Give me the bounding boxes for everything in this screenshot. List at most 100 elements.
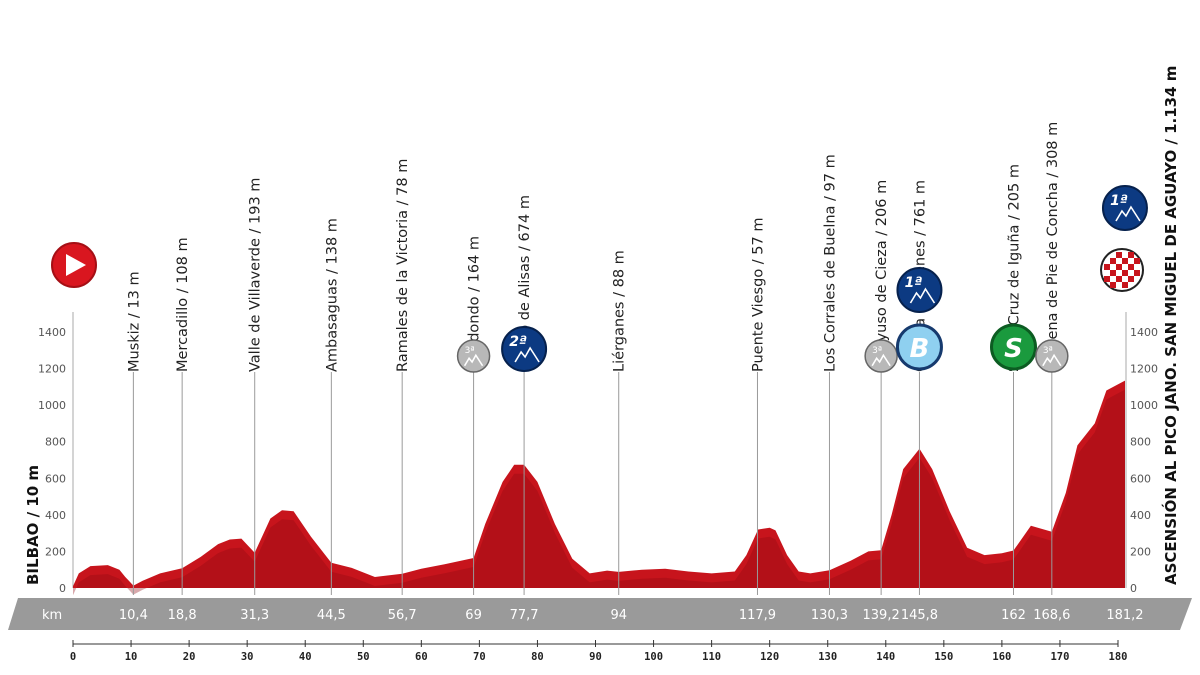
waypoint-label: Bárcena de Pie de Concha / 308 m (1045, 122, 1061, 372)
cat2-climb-marker: 2ª (501, 326, 548, 372)
sprint-circle (990, 323, 1037, 371)
cat3-text: 3ª (1043, 346, 1053, 356)
checker-square (1110, 258, 1116, 264)
km-band-label: km (42, 608, 62, 623)
cat3-climb-marker: 3ª (456, 339, 491, 373)
bonus-circle (895, 323, 943, 371)
x-tick-label: 70 (473, 651, 486, 663)
bonus-sprint-marker: B (895, 323, 943, 371)
km-value: 139,2 (863, 608, 900, 623)
mountain-icon (1042, 353, 1062, 367)
profile-shade (73, 389, 1125, 596)
x-tick-label: 160 (992, 651, 1011, 663)
cat3-circle (456, 339, 491, 373)
cat1-circle (896, 267, 943, 313)
waypoint-label: Puente Viesgo / 57 m (750, 218, 766, 372)
x-tick-label: 130 (818, 651, 837, 663)
checker-square (1122, 270, 1128, 276)
checker-square (1134, 270, 1140, 276)
waypoint-label: Los Corrales de Buelna / 97 m (822, 154, 838, 372)
checker-square (1128, 276, 1134, 282)
cat3-text: 3ª (465, 346, 475, 356)
x-tick-label: 0 (70, 651, 76, 663)
x-tick-label: 50 (357, 651, 370, 663)
y-tick-label-left: 1000 (38, 399, 66, 412)
x-tick-label: 180 (1109, 651, 1128, 663)
y-tick-label-right: 600 (1130, 472, 1151, 485)
cat3-text: 3ª (872, 346, 882, 356)
finish-marker (1100, 248, 1144, 292)
cat1-climb-marker: 1ª (1101, 185, 1148, 231)
y-tick-label-right: 800 (1130, 436, 1151, 449)
checker-square (1110, 270, 1116, 276)
km-value: 56,7 (388, 608, 417, 623)
cat1-circle (1101, 185, 1148, 231)
x-tick-label: 40 (299, 651, 312, 663)
cat2-text: 2ª (509, 334, 527, 350)
y-tick-label-right: 1200 (1130, 363, 1158, 376)
sprint-text: S (1004, 334, 1023, 364)
y-tick-label-left: 400 (45, 509, 66, 522)
km-value: 77,7 (510, 608, 539, 623)
x-tick-label: 100 (644, 651, 663, 663)
y-tick-label-left: 200 (45, 545, 66, 558)
x-tick-label: 10 (125, 651, 138, 663)
waypoint-label: Santa Cruz de Iguña / 205 m (1007, 164, 1023, 372)
y-tick-label-left: 600 (45, 472, 66, 485)
km-value: 168,6 (1033, 608, 1070, 623)
checker-square (1116, 264, 1122, 270)
km-value: 94 (610, 608, 627, 623)
mountain-icon (463, 353, 484, 367)
km-value: 145,8 (901, 608, 938, 623)
finish-label: ASCENSIÓN AL PICO JANO. SAN MIGUEL DE AG… (1161, 66, 1180, 585)
bonus-text: B (910, 334, 930, 364)
waypoint-label: Mercadillo / 108 m (175, 237, 191, 372)
x-tick-label: 140 (876, 651, 895, 663)
y-tick-label-left: 1200 (38, 363, 66, 376)
waypoint-label: Muskiz / 13 m (126, 271, 142, 372)
checker-square (1128, 252, 1134, 258)
checker-square (1122, 258, 1128, 264)
x-tick-label: 30 (241, 651, 254, 663)
checker-square (1110, 282, 1116, 288)
cat1-text: 1ª (1110, 193, 1128, 209)
mountain-icon (909, 287, 936, 304)
y-tick-label-right: 200 (1130, 545, 1151, 558)
km-band (8, 598, 1192, 630)
mountain-icon (1115, 205, 1141, 222)
sprint-marker: S (990, 323, 1037, 371)
waypoint-label: Villayuso de Cieza / 206 m (874, 180, 890, 372)
y-tick-label-right: 1000 (1130, 399, 1158, 412)
x-tick-label: 110 (702, 651, 721, 663)
checker-square (1116, 276, 1122, 282)
x-tick-label: 80 (531, 651, 544, 663)
km-value: 181,2 (1106, 608, 1143, 623)
y-tick-label-right: 0 (1130, 582, 1137, 595)
mountain-icon (514, 346, 540, 363)
profile-area (73, 380, 1125, 588)
checker-square (1104, 264, 1110, 270)
play-icon (66, 254, 86, 276)
checker-square (1116, 252, 1122, 258)
waypoint-label: Ambasaguas / 138 m (324, 218, 340, 372)
waypoint-label: Valle de Villaverde / 193 m (248, 178, 264, 372)
cat3-climb-marker: 3ª (864, 339, 898, 373)
x-tick-label: 120 (760, 651, 779, 663)
km-value: 44,5 (317, 608, 346, 623)
km-value: 31,3 (240, 608, 269, 623)
y-tick-label-right: 1400 (1130, 326, 1158, 339)
checker-square (1122, 282, 1128, 288)
km-value: 10,4 (119, 608, 148, 623)
y-tick-label-left: 1400 (38, 326, 66, 339)
km-value: 130,3 (811, 608, 848, 623)
x-tick-label: 150 (934, 651, 953, 663)
km-value: 18,8 (168, 608, 197, 623)
waypoint-label: Ramales de la Victoria / 78 m (395, 159, 411, 372)
y-tick-label-left: 800 (45, 436, 66, 449)
km-value: 69 (465, 608, 482, 623)
checker-square (1134, 258, 1140, 264)
cat3-circle (864, 339, 898, 373)
cat1-text: 1ª (905, 275, 923, 291)
y-tick-label-right: 400 (1130, 509, 1151, 522)
